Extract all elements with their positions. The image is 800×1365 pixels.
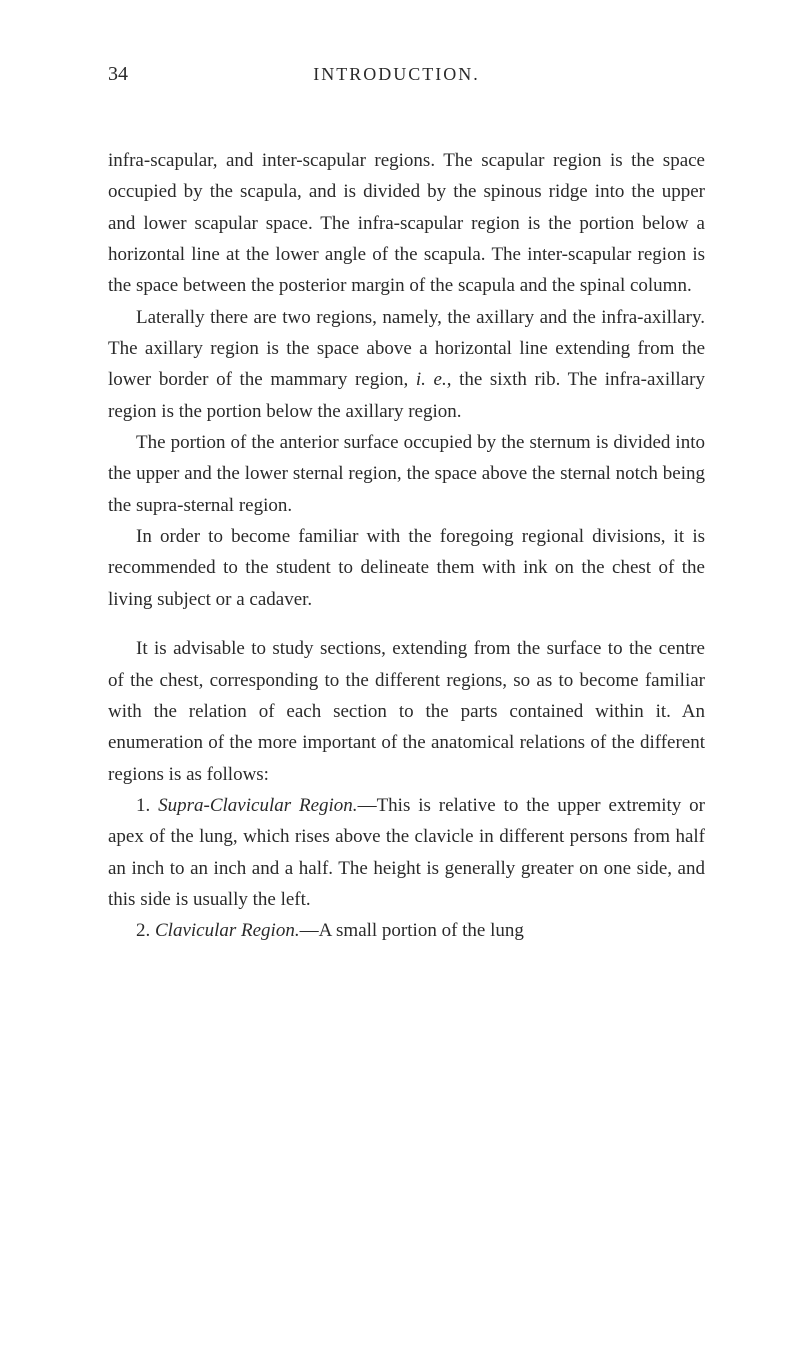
running-head: INTRODUCTION.: [88, 60, 705, 90]
paragraph-text: 2.: [136, 920, 155, 941]
paragraph-text: —A small portion of the lung: [300, 920, 524, 941]
paragraph-text: In order to become familiar with the for…: [108, 526, 705, 610]
italic-text: Clavicular Region.: [155, 920, 300, 941]
paragraph-text: infra-scapular, and inter-scapular regio…: [108, 150, 705, 296]
paragraph-text: It is advisable to study sections, exten…: [108, 638, 705, 784]
paragraph-5: It is advisable to study sections, exten…: [108, 633, 705, 790]
page-header: 34 INTRODUCTION.: [108, 58, 705, 91]
paragraph-3: The portion of the anterior surface occu…: [108, 427, 705, 521]
paragraph-4: In order to become familiar with the for…: [108, 521, 705, 615]
body-text: infra-scapular, and inter-scapular regio…: [108, 145, 705, 947]
paragraph-text: 1.: [136, 795, 158, 816]
paragraph-text: The portion of the anterior surface occu…: [108, 432, 705, 516]
paragraph-7: 2. Clavicular Region.—A small portion of…: [108, 915, 705, 946]
paragraph-6: 1. Supra-Clavicular Region.—This is rela…: [108, 790, 705, 915]
paragraph-2: Laterally there are two regions, namely,…: [108, 302, 705, 427]
paragraph-1: infra-scapular, and inter-scapular regio…: [108, 145, 705, 302]
italic-text: i. e.: [416, 369, 447, 390]
section-gap: [108, 615, 705, 633]
italic-text: Supra-Clavicular Region.: [158, 795, 357, 816]
